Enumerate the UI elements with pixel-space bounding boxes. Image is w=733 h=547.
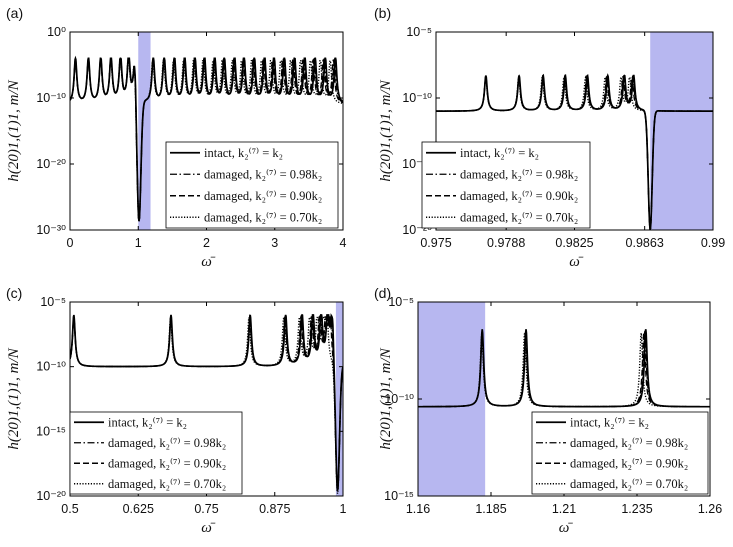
x-tick-label: 0.875 <box>259 502 290 516</box>
y-tick-label: 10⁻¹⁰ <box>384 392 414 406</box>
y-tick-label: 10⁻¹⁵ <box>36 424 66 438</box>
legend-entry-text: intact, k₂⁽⁷⁾ = k₂ <box>460 146 539 160</box>
x-axis-label: ω̄ <box>559 520 574 536</box>
series-line-dotted <box>418 332 710 408</box>
legend-box <box>531 411 709 495</box>
x-tick-label: 3 <box>271 236 278 250</box>
y-tick-label: 10⁻⁵ <box>406 25 432 39</box>
y-tick-label: 10⁰ <box>47 25 66 39</box>
x-tick-label: 0.9788 <box>487 236 525 250</box>
panel-1: 0.975 0.9788 0.9825 0.9863 0.9910⁻⁵10⁻¹⁰10⁻¹… <box>374 5 725 270</box>
x-tick-label: 2 <box>203 236 210 250</box>
x-tick-label: 0.75 <box>194 502 218 516</box>
legend-entry-text: intact, k₂⁽⁷⁾ = k₂ <box>570 415 649 429</box>
legend: intact, k₂⁽⁷⁾ = k₂ damaged, k₂⁽⁷⁾ = 0.98k… <box>531 411 709 495</box>
series-line-dotted <box>70 314 343 494</box>
shaded-band <box>418 302 486 496</box>
x-tick-label: 1.185 <box>475 502 506 516</box>
x-tick-label: 0.9825 <box>555 236 593 250</box>
y-tick-label: 10⁻¹⁰ <box>36 91 66 105</box>
panel-3: 1.16 1.185 1.21 1.235 1.26 10⁻⁵ 10⁻¹⁰ 10⁻¹⁵ (d) ω… <box>374 285 722 536</box>
x-tick-label: 0.99 <box>701 236 725 250</box>
legend-box <box>165 141 339 229</box>
x-axis-label: ω̄ <box>569 254 584 270</box>
y-axis-label: h(20)1,(1)1, m/N <box>378 79 394 181</box>
x-tick-label: 1.21 <box>552 502 576 516</box>
legend: intact, k₂⁽⁷⁾ = k₂ damaged, k₂⁽⁷⁾ = 0.98k… <box>69 411 243 495</box>
panel-label: (a) <box>6 5 23 21</box>
legend: intact, k₂⁽⁷⁾ = k₂ damaged, k₂⁽⁷⁾ = 0.98k… <box>165 141 339 229</box>
x-tick-label: 1.16 <box>406 502 430 516</box>
legend-entry-text: damaged, k₂⁽⁷⁾ = 0.98k₂ <box>570 436 688 450</box>
legend-entry-text: damaged, k₂⁽⁷⁾ = 0.70k₂ <box>108 477 226 491</box>
y-tick-label: 10⁻²⁰ <box>36 489 66 503</box>
y-tick-label: 10⁻⁵ <box>40 295 66 309</box>
y-tick-label: 10⁻¹⁵ <box>384 489 414 503</box>
x-tick-label: 0.5 <box>61 502 78 516</box>
series-line-dotted <box>436 74 713 230</box>
legend: intact, k₂⁽⁷⁾ = k₂ damaged, k₂⁽⁷⁾ = 0.98k… <box>421 141 591 229</box>
x-tick-label: 1.26 <box>698 502 722 516</box>
y-axis-label: h(20)1,(1)1, m/N <box>6 347 22 449</box>
x-tick-label: 0.9863 <box>626 236 664 250</box>
x-tick-label: 0.975 <box>420 236 451 250</box>
legend-entry-text: damaged, k₂⁽⁷⁾ = 0.90k₂ <box>460 189 578 203</box>
legend-entry-text: damaged, k₂⁽⁷⁾ = 0.90k₂ <box>204 189 322 203</box>
x-axis-label: ω̄ <box>201 520 216 536</box>
x-axis-label: ω̄ <box>201 254 216 270</box>
shaded-band <box>335 302 343 496</box>
y-tick-label: 10⁻²⁰ <box>36 157 66 171</box>
legend-entry-text: damaged, k₂⁽⁷⁾ = 0.90k₂ <box>570 456 688 470</box>
legend-entry-text: damaged, k₂⁽⁷⁾ = 0.70k₂ <box>460 210 578 224</box>
x-tick-label: 1.235 <box>621 502 652 516</box>
series-line-dashed <box>70 58 343 222</box>
legend-entry-text: damaged, k₂⁽⁷⁾ = 0.90k₂ <box>108 456 226 470</box>
legend-entry-text: damaged, k₂⁽⁷⁾ = 0.70k₂ <box>204 210 322 224</box>
x-tick-label: 1 <box>340 502 347 516</box>
panel-label: (b) <box>374 5 391 21</box>
x-tick-label: 0 <box>67 236 74 250</box>
y-tick-label: 10⁻¹⁰ <box>402 91 432 105</box>
y-tick-label: 10⁻⁵ <box>388 295 414 309</box>
panel-2: 0.5 0.625 0.75 0.875 1 10⁻⁵ 10⁻¹⁰ 10⁻¹⁵ 10⁻²⁰ (c)… <box>6 285 347 536</box>
panel-0: 0 1 2 3 4 10⁰ 10⁻¹⁰ 10⁻²⁰ 10⁻³⁰ (a) ω̄ h(20)1,(1)1,… <box>6 5 347 270</box>
legend-box <box>69 411 243 495</box>
panel-label: (d) <box>374 285 391 301</box>
x-tick-label: 4 <box>340 236 347 250</box>
legend-entry-text: damaged, k₂⁽⁷⁾ = 0.98k₂ <box>204 167 322 181</box>
x-tick-label: 1 <box>135 236 142 250</box>
legend-entry-text: intact, k₂⁽⁷⁾ = k₂ <box>108 415 187 429</box>
x-tick-label: 0.625 <box>123 502 154 516</box>
panel-label: (c) <box>6 285 22 301</box>
legend-entry-text: intact, k₂⁽⁷⁾ = k₂ <box>204 146 283 160</box>
legend-entry-text: damaged, k₂⁽⁷⁾ = 0.98k₂ <box>460 167 578 181</box>
legend-box <box>421 141 591 229</box>
y-tick-label: 10⁻¹⁰ <box>36 360 66 374</box>
legend-entry-text: damaged, k₂⁽⁷⁾ = 0.98k₂ <box>108 436 226 450</box>
y-axis-label: h(20)1,(1)1, m/N <box>6 79 22 181</box>
y-tick-label: 10⁻³⁰ <box>36 223 66 237</box>
legend-entry-text: damaged, k₂⁽⁷⁾ = 0.70k₂ <box>570 477 688 491</box>
y-axis-label: h(20)1,(1)1, m/N <box>378 347 394 449</box>
series-line-dotted <box>70 58 343 223</box>
shaded-band <box>650 32 713 230</box>
